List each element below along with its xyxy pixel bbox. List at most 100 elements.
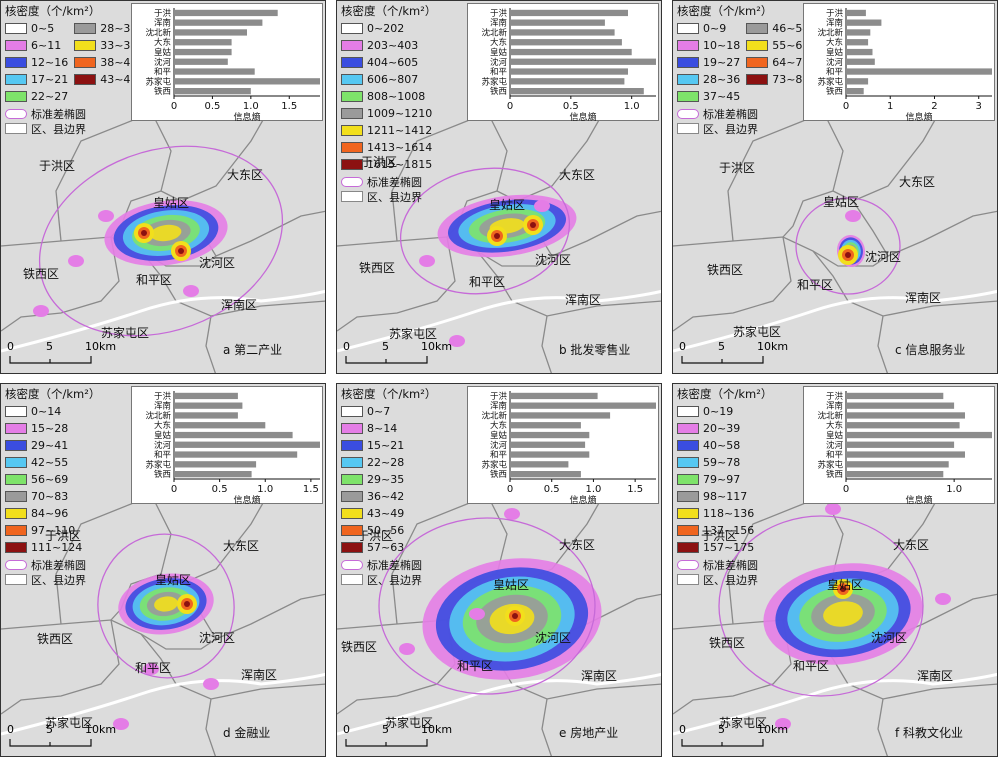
entropy-bar bbox=[174, 39, 232, 46]
scale-label: 0 bbox=[343, 723, 350, 736]
scale-label: 0 bbox=[7, 723, 14, 736]
legend-title: 核密度（个/km²） bbox=[341, 4, 437, 18]
legend-class-item: 137~156 bbox=[677, 523, 772, 537]
legend-swatch bbox=[74, 22, 97, 34]
district-label: 和平区 bbox=[797, 278, 834, 292]
density-spot bbox=[113, 718, 129, 730]
entropy-bar bbox=[174, 9, 278, 17]
legend-classes: 0~9 46~54 10~18 55~63 19~27 64~72 28~36 73~81 37… bbox=[677, 21, 809, 103]
legend-swatch bbox=[677, 541, 699, 553]
legend-swatch bbox=[677, 456, 699, 468]
legend-boundary-item: 区、县边界 bbox=[341, 189, 436, 204]
chart-tick-label: 0.5 bbox=[212, 484, 228, 495]
entropy-category-label: 浑南 bbox=[154, 401, 171, 412]
entropy-bar bbox=[174, 471, 252, 478]
district-label: 铁西区 bbox=[707, 263, 744, 277]
legend-class-label: 157~175 bbox=[703, 540, 755, 554]
legend-class-label: 43~48 bbox=[100, 72, 138, 86]
district-label: 沈河区 bbox=[535, 631, 572, 645]
legend-boundary-item: 区、县边界 bbox=[5, 121, 137, 136]
density-spot bbox=[203, 678, 219, 690]
map-panel-c: 于洪区 大东区 皇姑区 铁西区 沈河区 和平区 浑南区 苏家屯区 c 信息服务业 0 5 10km 核密… bbox=[672, 0, 998, 374]
district-label: 于洪区 bbox=[39, 159, 76, 173]
legend-swatch bbox=[5, 22, 27, 34]
chart-xlabel: 信息熵 bbox=[905, 111, 932, 122]
legend-class-label: 15~21 bbox=[367, 438, 405, 452]
entropy-bar bbox=[846, 48, 873, 56]
legend-ellipse-label: 标准差椭圆 bbox=[703, 558, 758, 572]
scale-label: 10km bbox=[757, 340, 789, 353]
legend-extra: 标准差椭圆 区、县边界 bbox=[677, 106, 809, 136]
legend-swatch bbox=[341, 473, 363, 485]
legend-ellipse-label: 标准差椭圆 bbox=[703, 107, 758, 121]
district-boundary bbox=[673, 619, 792, 715]
entropy-bar bbox=[846, 29, 871, 36]
chart-tick-label: 3 bbox=[976, 101, 982, 112]
district-label: 浑南区 bbox=[905, 291, 942, 305]
legend-class-item: 15~21 bbox=[341, 438, 436, 452]
legend-class-label: 0~19 bbox=[703, 404, 734, 418]
district-boundary bbox=[205, 315, 216, 373]
river bbox=[337, 289, 661, 353]
density-spot bbox=[143, 663, 159, 675]
district-label: 皇姑区 bbox=[489, 198, 526, 212]
entropy-category-label: 于洪 bbox=[826, 8, 844, 19]
entropy-category-label: 铁西 bbox=[826, 86, 843, 97]
panel-label: c 信息服务业 bbox=[895, 343, 966, 357]
legend-ellipse-item: 标准差椭圆 bbox=[5, 557, 100, 572]
legend-ellipse-label: 标准差椭圆 bbox=[31, 558, 86, 572]
std-deviation-ellipse bbox=[378, 517, 596, 695]
entropy-bar bbox=[174, 441, 320, 448]
legend-swatch bbox=[5, 73, 27, 85]
entropy-bar bbox=[846, 78, 869, 85]
entropy-category-label: 苏家屯 bbox=[817, 459, 843, 470]
district-label: 苏家屯区 bbox=[733, 325, 782, 339]
district-label: 大东区 bbox=[223, 539, 260, 553]
legend-classes: 0~19 20~39 40~58 59~78 79~97 98~117 118~136 137… bbox=[677, 404, 772, 554]
legend-swatch bbox=[74, 39, 97, 51]
entropy-category-label: 铁西 bbox=[490, 86, 507, 97]
entropy-category-label: 大东 bbox=[490, 420, 507, 431]
chart-tick-label: 1.0 bbox=[257, 484, 273, 495]
entropy-category-label: 沈北新 bbox=[145, 27, 171, 38]
legend-class-item: 1009~1210 bbox=[341, 106, 436, 120]
scale-label: 0 bbox=[679, 723, 686, 736]
legend-class-label: 20~39 bbox=[703, 421, 741, 435]
entropy-bar bbox=[846, 412, 965, 419]
chart-tick-label: 0 bbox=[507, 484, 513, 495]
entropy-bar bbox=[174, 402, 243, 409]
legend-class-label: 38~42 bbox=[100, 55, 138, 69]
entropy-bar bbox=[174, 461, 257, 468]
district-boundary bbox=[782, 190, 834, 238]
legend-class-label: 10~18 bbox=[703, 38, 741, 52]
entropy-category-label: 沈北新 bbox=[481, 410, 507, 421]
density-spot bbox=[775, 718, 791, 730]
scale-label: 0 bbox=[343, 340, 350, 353]
legend-class-item: 118~136 bbox=[677, 506, 772, 520]
legend-boundary-label: 区、县边界 bbox=[703, 573, 758, 587]
chart-tick-label: 1.0 bbox=[624, 101, 640, 112]
scale-bar: 0 5 10km bbox=[343, 340, 452, 367]
legend-class-label: 33~37 bbox=[100, 38, 138, 52]
legend-boundary-item: 区、县边界 bbox=[341, 572, 436, 587]
legend-class-label: 808~1008 bbox=[367, 89, 426, 103]
district-label: 皇姑区 bbox=[827, 578, 864, 592]
scale-bar-graphic bbox=[681, 739, 764, 747]
entropy-category-label: 沈河 bbox=[154, 440, 172, 451]
legend-swatch bbox=[5, 490, 27, 502]
district-boundary bbox=[1, 236, 325, 317]
legend-class-item: 43~49 bbox=[341, 506, 436, 520]
district-label: 苏家屯区 bbox=[719, 716, 768, 730]
legend-class-label: 404~605 bbox=[367, 55, 419, 69]
legend-class-label: 43~49 bbox=[367, 506, 405, 520]
scale-bar-graphic bbox=[681, 356, 764, 364]
entropy-bar bbox=[846, 392, 944, 400]
entropy-bar bbox=[174, 422, 266, 429]
entropy-bar bbox=[510, 78, 625, 85]
entropy-category-label: 大东 bbox=[154, 37, 171, 48]
legend-ellipse-label: 标准差椭圆 bbox=[367, 175, 422, 189]
base-map bbox=[673, 488, 997, 756]
density-hotspot bbox=[494, 233, 500, 239]
entropy-category-label: 苏家屯 bbox=[817, 76, 843, 87]
